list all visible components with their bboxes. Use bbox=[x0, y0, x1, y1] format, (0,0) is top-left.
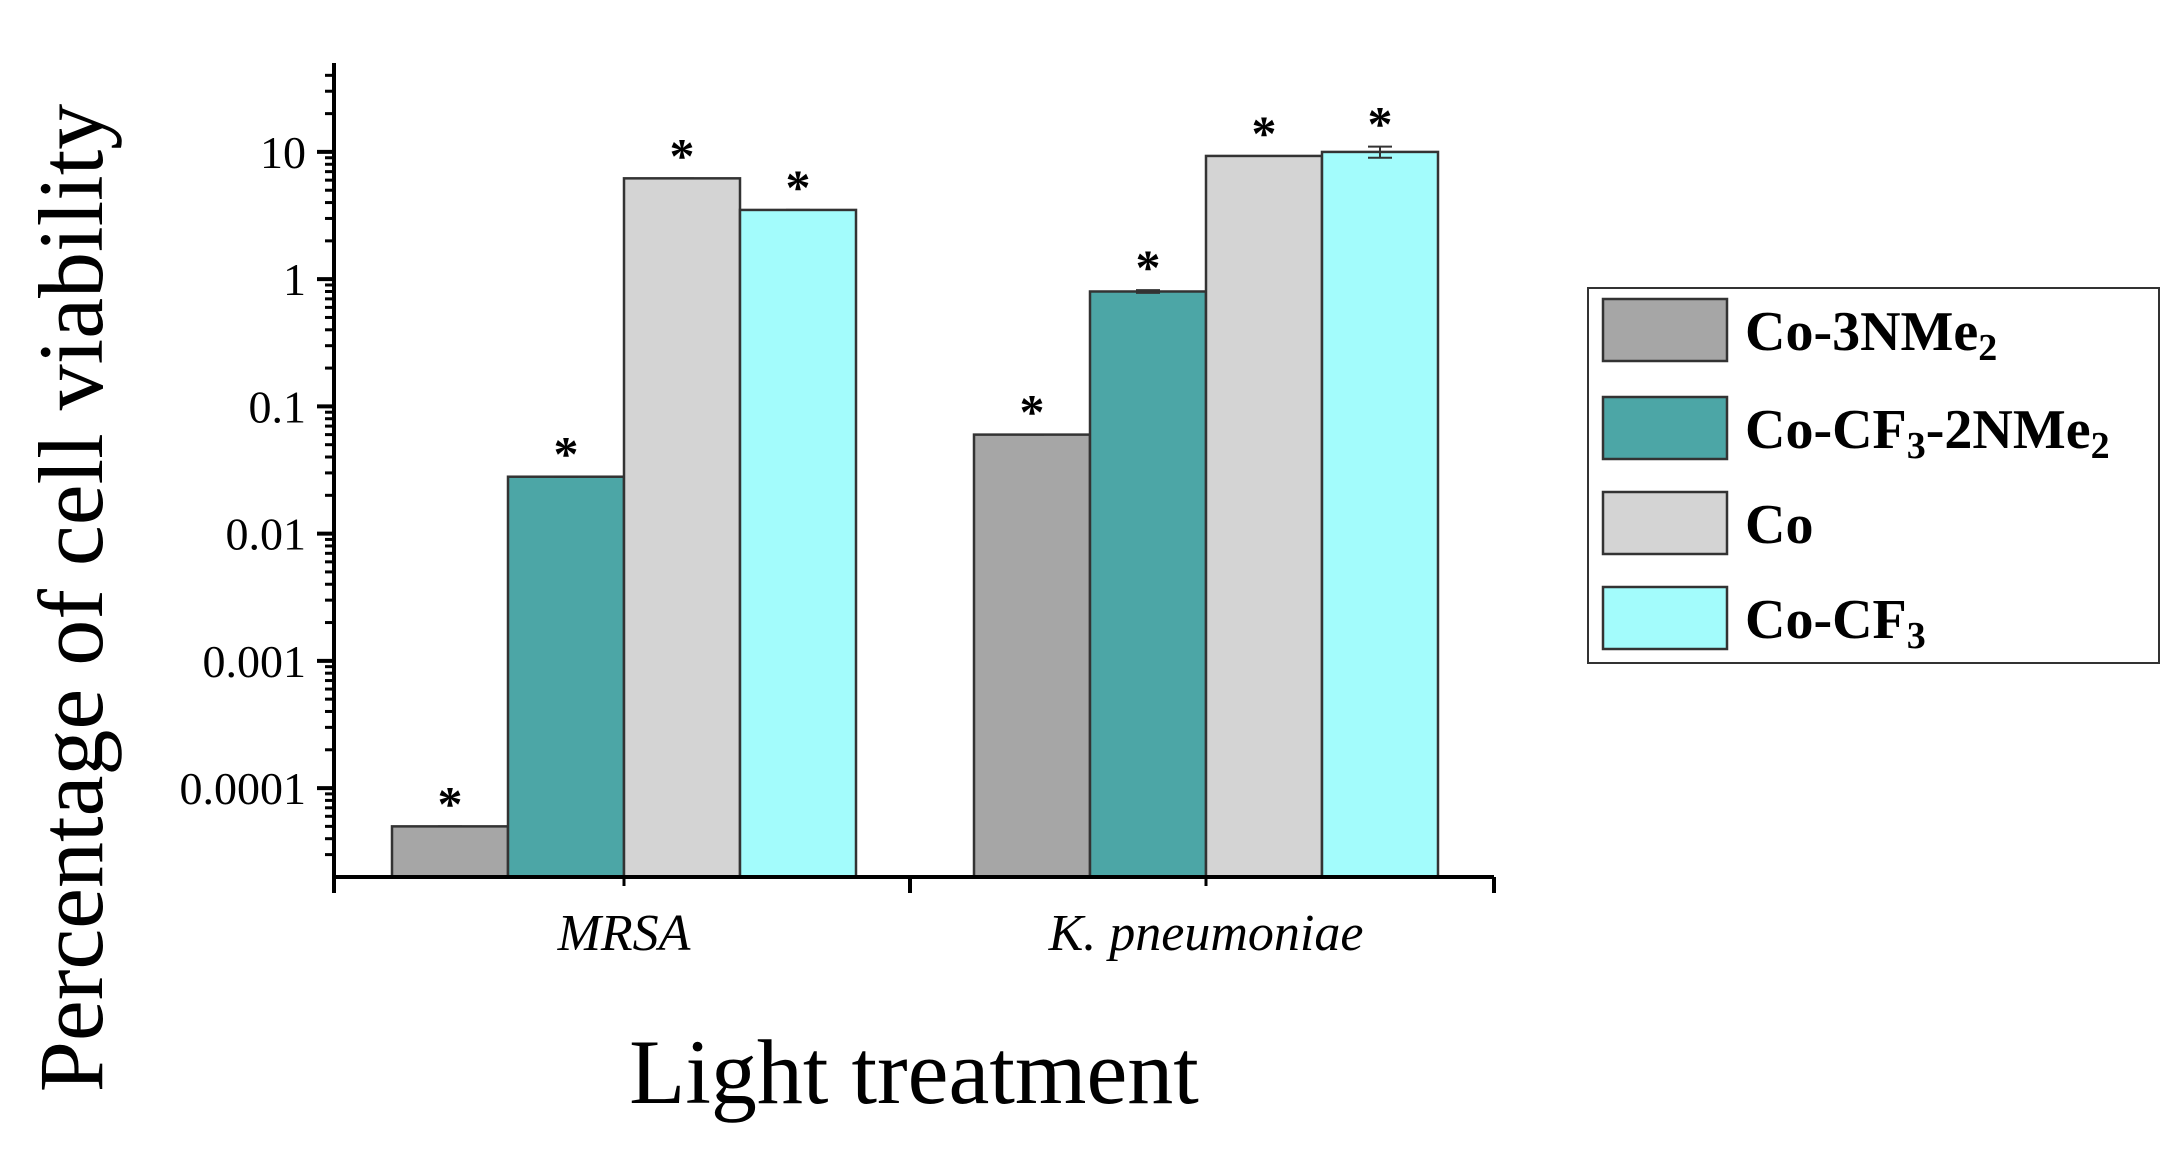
axes-group bbox=[332, 63, 1494, 879]
bar bbox=[390, 825, 510, 879]
bar bbox=[1320, 150, 1440, 879]
bar bbox=[738, 208, 858, 879]
y-tick-label: 0.0001 bbox=[180, 763, 307, 814]
bar bbox=[506, 475, 626, 879]
bar bbox=[622, 177, 742, 879]
y-tick-label: 1 bbox=[283, 254, 306, 305]
legend-label: Co-3NMe2 bbox=[1745, 301, 1997, 369]
significance-marker: * bbox=[554, 426, 579, 482]
y-axis-title: Percentage of cell viability bbox=[20, 104, 122, 1093]
legend-swatch bbox=[1601, 585, 1729, 651]
legend: Co-3NMe2 Co-CF3-2NMe2 Co Co-CF3 bbox=[1587, 287, 2160, 664]
legend-swatch bbox=[1601, 395, 1729, 461]
bar bbox=[1088, 290, 1208, 879]
bar bbox=[972, 433, 1092, 879]
x-category-label: MRSA bbox=[557, 905, 691, 962]
legend-label: Co bbox=[1745, 494, 1813, 556]
significance-marker: * bbox=[438, 775, 463, 831]
legend-label: Co-CF3 bbox=[1745, 589, 1926, 657]
x-category-label: K. pneumoniae bbox=[1048, 905, 1364, 962]
bars-group bbox=[390, 145, 1440, 879]
significance-marker: * bbox=[1020, 384, 1045, 440]
legend-swatch bbox=[1601, 490, 1729, 556]
significance-markers-group: * * * * * * * * bbox=[438, 96, 1393, 832]
significance-marker: * bbox=[1252, 105, 1277, 161]
y-tick-label: 0.001 bbox=[203, 636, 307, 687]
significance-marker: * bbox=[670, 127, 695, 183]
x-ticks-group: MRSA K. pneumoniae bbox=[332, 877, 1496, 962]
y-tick-label: 0.01 bbox=[226, 509, 307, 560]
significance-marker: * bbox=[1368, 96, 1393, 152]
significance-marker: * bbox=[1136, 239, 1161, 295]
y-tick-label: 0.1 bbox=[249, 381, 307, 432]
bar bbox=[1204, 154, 1324, 879]
y-tick-label: 10 bbox=[260, 127, 306, 178]
x-axis-title: Light treatment bbox=[629, 1021, 1199, 1123]
legend-swatch bbox=[1601, 297, 1729, 363]
legend-label: Co-CF3-2NMe2 bbox=[1745, 399, 2110, 467]
significance-marker: * bbox=[786, 159, 811, 215]
y-ticks-group: 0.0001 0.001 0.01 0.1 1 10 bbox=[180, 73, 334, 857]
